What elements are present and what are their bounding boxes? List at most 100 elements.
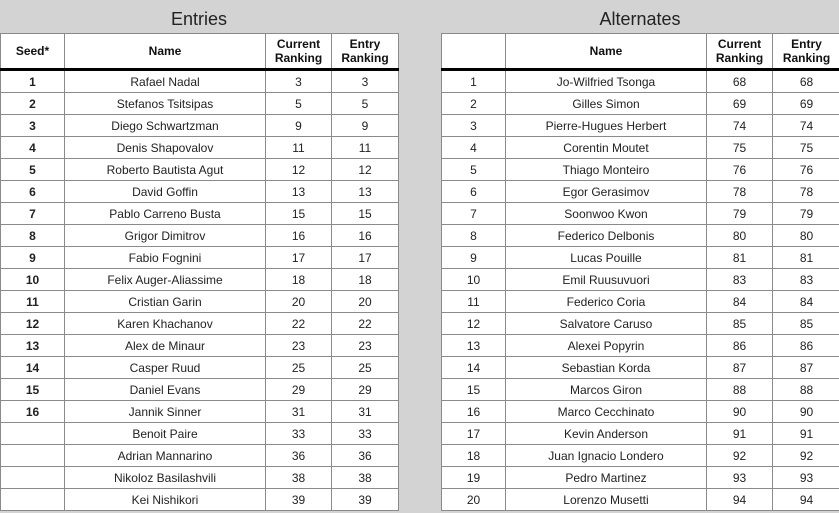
entry-ranking-cell: 68 [772, 69, 839, 93]
name-cell: Daniel Evans [64, 378, 266, 401]
current-ranking-cell: 3 [265, 69, 332, 93]
seed-cell: 11 [441, 290, 506, 313]
entry-ranking-cell: 88 [772, 378, 839, 401]
seed-cell [0, 466, 65, 489]
entries-row: 1 Rafael Nadal 3 3 [0, 69, 399, 93]
entry-ranking-cell: 92 [772, 444, 839, 467]
name-cell: Felix Auger-Aliassime [64, 268, 266, 291]
entry-ranking-cell: 85 [772, 312, 839, 335]
entry-ranking-cell: 84 [772, 290, 839, 313]
name-cell: Fabio Fognini [64, 246, 266, 269]
entries-header-row: Seed* Name Current Ranking Entry Ranking [0, 33, 399, 71]
name-cell: Sebastian Korda [505, 356, 707, 379]
seed-cell: 15 [0, 378, 65, 401]
name-cell: Karen Khachanov [64, 312, 266, 335]
entry-ranking-cell: 74 [772, 114, 839, 137]
alternates-row: 5 Thiago Monteiro 76 76 [441, 158, 839, 181]
current-ranking-cell: 11 [265, 136, 332, 159]
entry-ranking-header: Entry Ranking [331, 33, 399, 71]
seed-cell: 1 [0, 69, 65, 93]
alternates-row: 3 Pierre-Hugues Herbert 74 74 [441, 114, 839, 137]
current-ranking-cell: 94 [706, 488, 773, 511]
name-cell: Grigor Dimitrov [64, 224, 266, 247]
current-ranking-cell: 12 [265, 158, 332, 181]
name-cell: Federico Coria [505, 290, 707, 313]
name-cell: Pierre-Hugues Herbert [505, 114, 707, 137]
alternates-row: 2 Gilles Simon 69 69 [441, 92, 839, 115]
current-ranking-cell: 90 [706, 400, 773, 423]
entry-ranking-cell: 29 [331, 378, 399, 401]
entries-row: 5 Roberto Bautista Agut 12 12 [0, 158, 399, 181]
entry-ranking-cell: 79 [772, 202, 839, 225]
seed-cell: 9 [0, 246, 65, 269]
name-cell: Lorenzo Musetti [505, 488, 707, 511]
entries-row: Benoit Paire 33 33 [0, 422, 399, 445]
name-cell: Denis Shapovalov [64, 136, 266, 159]
entry-ranking-cell: 87 [772, 356, 839, 379]
entry-ranking-cell: 11 [331, 136, 399, 159]
name-cell: Rafael Nadal [64, 69, 266, 93]
current-ranking-cell: 87 [706, 356, 773, 379]
entry-ranking-cell: 5 [331, 92, 399, 115]
seed-cell: 5 [441, 158, 506, 181]
current-ranking-cell: 75 [706, 136, 773, 159]
entry-ranking-cell: 16 [331, 224, 399, 247]
seed-cell: 2 [441, 92, 506, 115]
entry-ranking-cell: 33 [331, 422, 399, 445]
seed-cell: 16 [441, 400, 506, 423]
name-header: Name [64, 33, 266, 71]
entry-ranking-cell: 3 [331, 69, 399, 93]
entry-ranking-cell: 22 [331, 312, 399, 335]
name-cell: Diego Schwartzman [64, 114, 266, 137]
seed-cell: 12 [0, 312, 65, 335]
entry-ranking-cell: 25 [331, 356, 399, 379]
name-cell: Casper Ruud [64, 356, 266, 379]
current-ranking-cell: 76 [706, 158, 773, 181]
current-ranking-cell: 13 [265, 180, 332, 203]
name-cell: Pablo Carreno Busta [64, 202, 266, 225]
entry-ranking-cell: 91 [772, 422, 839, 445]
name-cell: Gilles Simon [505, 92, 707, 115]
seed-cell: 11 [0, 290, 65, 313]
current-ranking-cell: 86 [706, 334, 773, 357]
entry-ranking-cell: 20 [331, 290, 399, 313]
alternates-row: 18 Juan Ignacio Londero 92 92 [441, 444, 839, 467]
alternates-row: 8 Federico Delbonis 80 80 [441, 224, 839, 247]
entries-title: Entries [170, 9, 228, 29]
seed-cell: 13 [441, 334, 506, 357]
current-ranking-cell: 5 [265, 92, 332, 115]
name-cell: Thiago Monteiro [505, 158, 707, 181]
name-cell: Cristian Garin [64, 290, 266, 313]
current-ranking-cell: 81 [706, 246, 773, 269]
alternates-row: 10 Emil Ruusuvuori 83 83 [441, 268, 839, 291]
seed-cell: 2 [0, 92, 65, 115]
seed-cell: 3 [441, 114, 506, 137]
alternates-row: 4 Corentin Moutet 75 75 [441, 136, 839, 159]
seed-cell: 18 [441, 444, 506, 467]
alternates-row: 15 Marcos Giron 88 88 [441, 378, 839, 401]
seed-cell: 6 [441, 180, 506, 203]
name-cell: Adrian Mannarino [64, 444, 266, 467]
name-cell: Federico Delbonis [505, 224, 707, 247]
seed-cell: 5 [0, 158, 65, 181]
alternates-row: 14 Sebastian Korda 87 87 [441, 356, 839, 379]
alternates-row: 13 Alexei Popyrin 86 86 [441, 334, 839, 357]
current-ranking-cell: 92 [706, 444, 773, 467]
seed-cell: 1 [441, 69, 506, 93]
entries-row: 12 Karen Khachanov 22 22 [0, 312, 399, 335]
entry-ranking-cell: 9 [331, 114, 399, 137]
entry-ranking-cell: 76 [772, 158, 839, 181]
seed-cell: 6 [0, 180, 65, 203]
alternates-row: 12 Salvatore Caruso 85 85 [441, 312, 839, 335]
seed-cell: 8 [441, 224, 506, 247]
entry-ranking-cell: 38 [331, 466, 399, 489]
seed-cell: 16 [0, 400, 65, 423]
current-ranking-cell: 20 [265, 290, 332, 313]
name-cell: Jo-Wilfried Tsonga [505, 69, 707, 93]
entries-table: Seed* Name Current Ranking Entry Ranking… [0, 33, 399, 511]
current-ranking-cell: 83 [706, 268, 773, 291]
entries-row: 14 Casper Ruud 25 25 [0, 356, 399, 379]
entry-ranking-cell: 93 [772, 466, 839, 489]
name-cell: Kevin Anderson [505, 422, 707, 445]
seed-cell [0, 444, 65, 467]
